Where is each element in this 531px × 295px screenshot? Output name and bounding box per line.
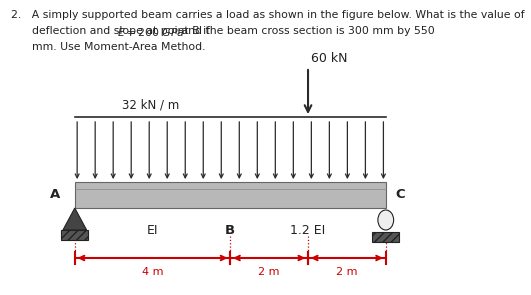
Bar bbox=[62, 230, 88, 240]
Polygon shape bbox=[63, 208, 87, 230]
Text: A: A bbox=[50, 189, 61, 201]
Text: C: C bbox=[395, 189, 405, 201]
Text: deflection and slope at point B if: deflection and slope at point B if bbox=[11, 26, 217, 36]
Text: 4 m: 4 m bbox=[142, 267, 164, 277]
Text: $E$: $E$ bbox=[116, 26, 125, 38]
Text: B: B bbox=[225, 224, 235, 237]
Text: 2 m: 2 m bbox=[259, 267, 280, 277]
Text: and the beam cross section is 300 mm by 550: and the beam cross section is 300 mm by … bbox=[178, 26, 435, 36]
Bar bbox=[372, 232, 399, 242]
Text: 2 m: 2 m bbox=[336, 267, 358, 277]
Text: EI: EI bbox=[147, 224, 158, 237]
Text: 32 kN / m: 32 kN / m bbox=[122, 99, 179, 112]
Text: $= 200\ GPa$: $= 200\ GPa$ bbox=[124, 26, 184, 38]
Text: 1.2 EI: 1.2 EI bbox=[290, 224, 326, 237]
Bar bbox=[75, 182, 386, 208]
Text: 2.   A simply supported beam carries a load as shown in the figure below. What i: 2. A simply supported beam carries a loa… bbox=[11, 10, 525, 20]
Text: mm. Use Moment-Area Method.: mm. Use Moment-Area Method. bbox=[11, 42, 205, 52]
Circle shape bbox=[378, 210, 393, 230]
Text: 60 kN: 60 kN bbox=[311, 52, 348, 65]
